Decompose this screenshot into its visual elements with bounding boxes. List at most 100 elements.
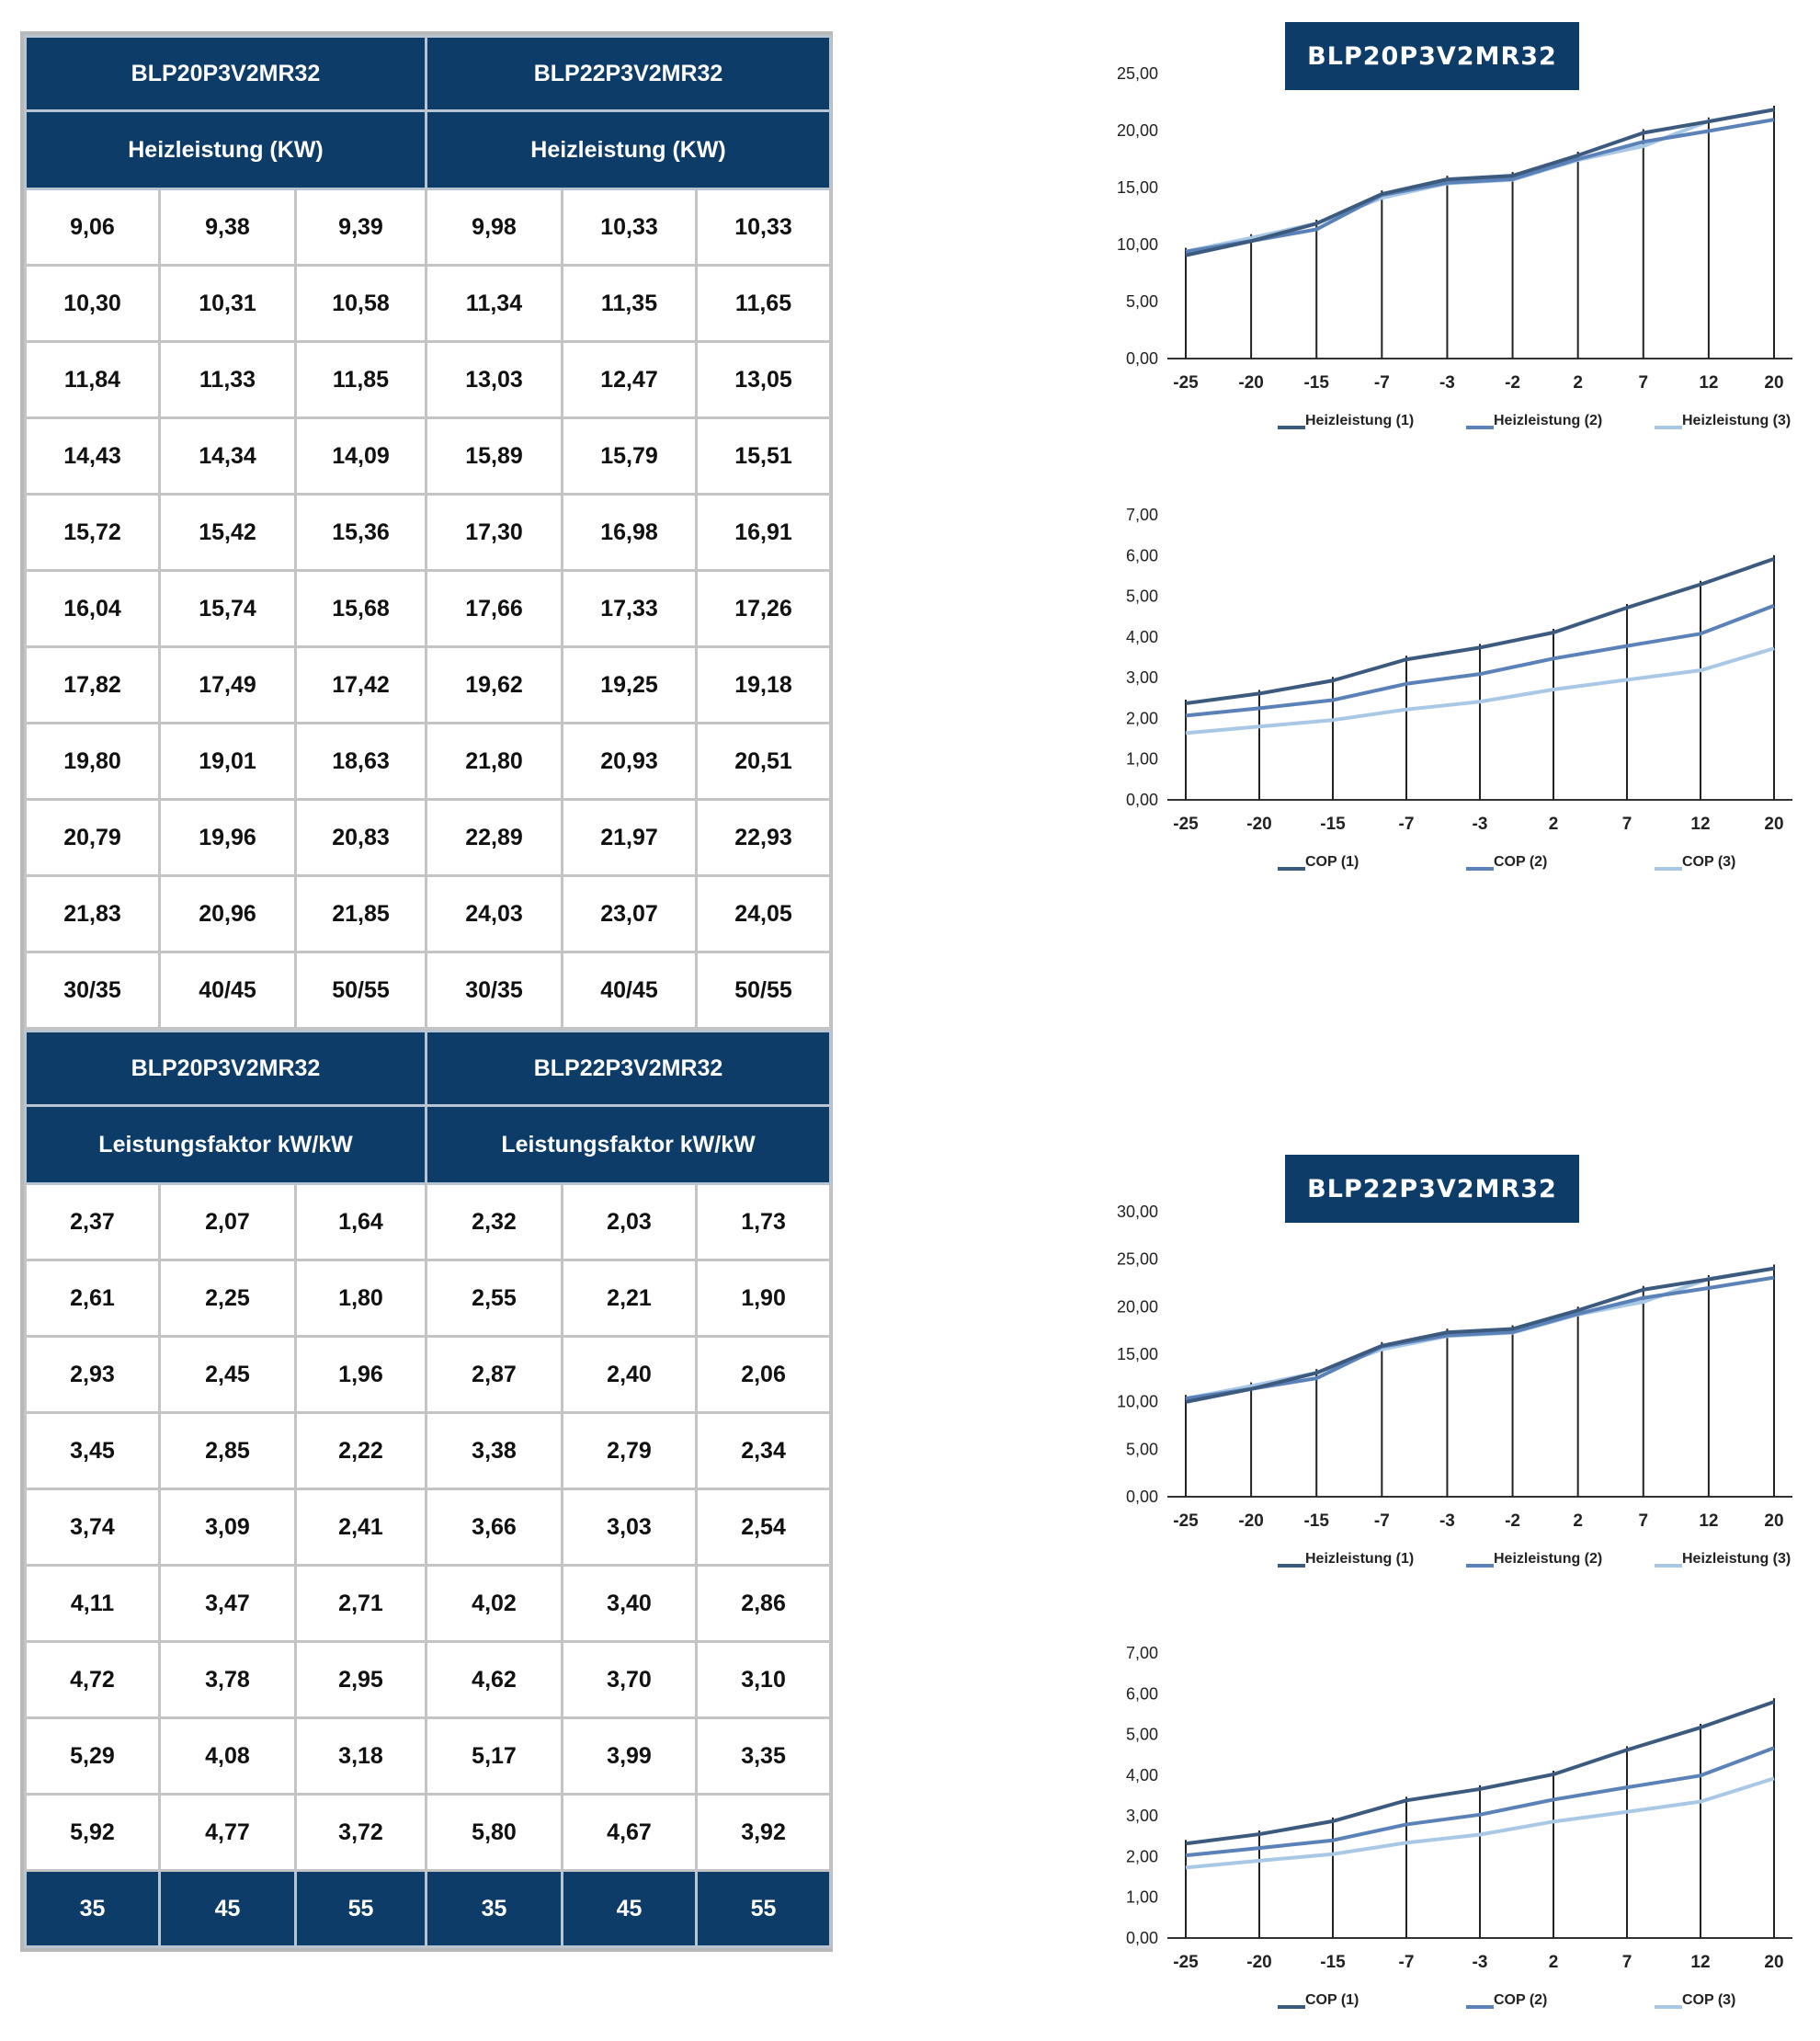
temperature-cell: 40/45 <box>561 951 699 1030</box>
table-cell: 5,92 <box>24 1793 161 1872</box>
table-cell: 14,34 <box>158 416 297 496</box>
x-tick-label: 2 <box>1549 815 1559 834</box>
temperature-cell: 45 <box>158 1869 297 1948</box>
table-cell: 17,42 <box>293 645 428 724</box>
series-line <box>1185 1266 1775 1404</box>
table-cell: 1,80 <box>293 1259 428 1338</box>
table-cell: 10,30 <box>24 264 161 343</box>
table-cell: 22,93 <box>695 798 833 877</box>
series-line <box>1185 1275 1775 1401</box>
legend-label: Heizleistung (3) <box>1682 1551 1791 1567</box>
y-tick-label: 0,00 <box>1126 349 1158 368</box>
x-tick-label: -20 <box>1246 1953 1271 1972</box>
series-line <box>1185 1746 1775 1858</box>
x-tick-label: -15 <box>1320 1953 1346 1972</box>
table-cell: 14,43 <box>24 416 161 496</box>
legend-label: Heizleistung (1) <box>1305 1551 1414 1567</box>
series-line <box>1185 108 1775 257</box>
table-row: 2,61 2,25 1,80 2,55 2,21 1,90 <box>24 1259 833 1338</box>
table-cell: 2,37 <box>24 1182 161 1261</box>
table-cell: 2,93 <box>24 1335 161 1414</box>
legend-label: COP (1) <box>1305 854 1359 870</box>
table-cell: 3,92 <box>695 1793 833 1872</box>
legend-label: Heizleistung (1) <box>1305 413 1414 428</box>
y-tick-label: 1,00 <box>1126 1888 1158 1907</box>
table-cell: 12,47 <box>561 340 699 419</box>
y-tick-label: 30,00 <box>1117 1203 1158 1221</box>
table-cell: 11,35 <box>561 264 699 343</box>
chart-svg: 0,00 1,00 2,00 3,00 4,00 5,00 6,00 7,00 -25 -20 -1… <box>1126 506 1792 871</box>
table-cell: 3,03 <box>561 1488 699 1567</box>
table-row: 10,30 10,31 10,58 11,34 11,35 11,65 <box>24 264 833 343</box>
table-cell: 16,04 <box>24 569 161 648</box>
table-cell: 9,98 <box>425 188 564 267</box>
legend-label: COP (3) <box>1682 854 1735 870</box>
y-tick-label: 2,00 <box>1126 709 1158 727</box>
series-line <box>1185 1776 1775 1870</box>
x-tick-label: 2 <box>1573 373 1583 393</box>
y-tick-label: 0,00 <box>1126 791 1158 809</box>
table-cell: 1,64 <box>293 1182 428 1261</box>
x-tick-label: 20 <box>1764 815 1783 834</box>
model-header-row: BLP20P3V2MR32 BLP22P3V2MR32 <box>23 1030 833 1107</box>
y-tick-label: 6,00 <box>1126 546 1158 564</box>
x-tick-label: 20 <box>1764 1511 1783 1531</box>
table-cell: 3,47 <box>158 1564 297 1643</box>
x-tick-label: 20 <box>1764 373 1783 393</box>
table-cell: 3,18 <box>293 1716 428 1796</box>
table-cell: 21,83 <box>24 874 161 953</box>
table-cell: 10,33 <box>695 188 833 267</box>
table-cell: 15,51 <box>695 416 833 496</box>
table-cell: 4,62 <box>425 1640 564 1719</box>
data-tables: BLP20P3V2MR32 BLP22P3V2MR32 Heizleistung (… <box>20 31 833 1952</box>
table-cell: 4,77 <box>158 1793 297 1872</box>
table-cell: 15,42 <box>158 493 297 572</box>
model-header: BLP20P3V2MR32 <box>23 1030 428 1107</box>
table-cell: 17,66 <box>425 569 564 648</box>
y-tick-label: 3,00 <box>1126 1807 1158 1825</box>
x-tick-label: -2 <box>1505 1511 1520 1531</box>
model-header: BLP20P3V2MR32 <box>23 35 428 112</box>
table-cell: 20,79 <box>24 798 161 877</box>
table-cell: 2,79 <box>561 1411 699 1490</box>
table-cell: 3,10 <box>695 1640 833 1719</box>
measure-header: Leistungsfaktor kW/kW <box>425 1104 833 1185</box>
table-cell: 23,07 <box>561 874 699 953</box>
table-cell: 2,95 <box>293 1640 428 1719</box>
temperature-footer-row: 30/35 40/45 50/55 30/35 40/45 50/55 <box>24 951 833 1030</box>
x-tick-label: -25 <box>1173 815 1199 834</box>
x-tick-label: 7 <box>1638 373 1648 393</box>
table-row: 5,92 4,77 3,72 5,80 4,67 3,92 <box>24 1793 833 1872</box>
table-cell: 5,80 <box>425 1793 564 1872</box>
table-cell: 3,45 <box>24 1411 161 1490</box>
table-cell: 2,55 <box>425 1259 564 1338</box>
x-tick-label: -25 <box>1173 373 1199 393</box>
table-cell: 1,90 <box>695 1259 833 1338</box>
x-tick-label: -2 <box>1505 373 1520 393</box>
table-cell: 15,89 <box>425 416 564 496</box>
x-tick-label: 2 <box>1573 1511 1583 1531</box>
table-cell: 21,85 <box>293 874 428 953</box>
legend-label: Heizleistung (3) <box>1682 413 1791 428</box>
table-cell: 11,84 <box>24 340 161 419</box>
table-cell: 3,66 <box>425 1488 564 1567</box>
table-row: 14,43 14,34 14,09 15,89 15,79 15,51 <box>24 416 833 496</box>
y-tick-label: 4,00 <box>1126 1766 1158 1784</box>
table-cell: 1,73 <box>695 1182 833 1261</box>
table-row: 9,06 9,38 9,39 9,98 10,33 10,33 <box>24 188 833 267</box>
table-cell: 17,49 <box>158 645 297 724</box>
table-row: 2,93 2,45 1,96 2,87 2,40 2,06 <box>24 1335 833 1414</box>
temperature-cell: 35 <box>24 1869 161 1948</box>
x-tick-label: -15 <box>1320 815 1346 834</box>
series-line <box>1185 646 1775 735</box>
measure-header: Leistungsfaktor kW/kW <box>23 1104 428 1185</box>
x-tick-label: -20 <box>1238 1511 1263 1531</box>
y-tick-label: 7,00 <box>1126 1644 1158 1662</box>
table-cell: 4,08 <box>158 1716 297 1796</box>
table-cell: 19,18 <box>695 645 833 724</box>
y-tick-label: 20,00 <box>1117 121 1158 140</box>
x-tick-label: -25 <box>1173 1953 1199 1972</box>
table-cell: 13,03 <box>425 340 564 419</box>
table-cell: 3,38 <box>425 1411 564 1490</box>
measure-header-row: Heizleistung (KW) Heizleistung (KW) <box>23 109 833 190</box>
